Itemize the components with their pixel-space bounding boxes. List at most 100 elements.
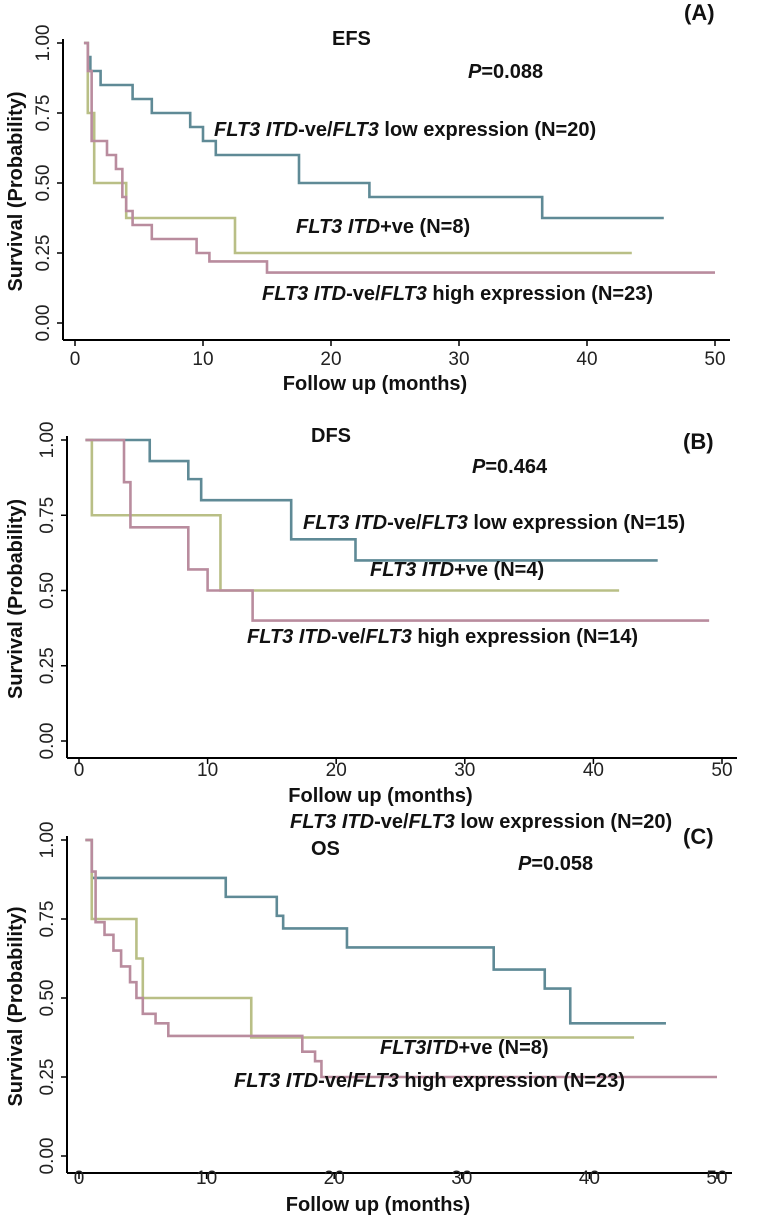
series-label-part: -ve/ [346,283,381,305]
series-label-high: FLT3 ITD-ve/FLT3 high expression (N=23) [234,1070,625,1092]
series-label-part: low expression (N=20) [379,119,596,141]
series-label-itd: FLT3 ITD+ve (N=4) [370,559,544,581]
x-tick-label: 20 [320,349,341,370]
y-axis-title: Survival (Probability) [5,906,27,1106]
series-label-part: FLT3 ITD [303,512,387,534]
x-tick-label: 30 [448,349,469,370]
y-tick-label: 0.50 [37,980,58,1017]
series-label-part: FLT3 ITD [262,283,346,305]
series-label-high: FLT3 ITD-ve/FLT3 high expression (N=23) [262,283,653,305]
series-label-part: low expression (N=15) [468,512,685,534]
series-label-part: FLT3 ITD [247,626,331,648]
curve-high [85,438,710,622]
curve-low [85,838,666,1025]
series-label-part: FLT3 [366,626,412,648]
series-label-part: FLT3 ITD [234,1070,318,1092]
panel-letter: (C) [683,824,714,849]
p-number: =0.088 [481,61,543,83]
series-label-part: high expression (N=14) [412,626,638,648]
y-tick-label: 0.25 [33,235,54,272]
series-label-part: FLT3 ITD [296,216,380,238]
p-symbol: P [468,61,482,83]
series-label-part: FLT3 [381,283,427,305]
y-tick-label: 0.50 [33,165,54,202]
series-label-high: FLT3 ITD-ve/FLT3 high expression (N=14) [247,626,638,648]
series-label-part: high expression (N=23) [399,1070,625,1092]
x-tick-label: 40 [579,1168,600,1189]
x-tick-label: 20 [326,760,347,781]
x-tick-label: 30 [451,1168,472,1189]
series-label-part: FLT3 [353,1070,399,1092]
series-label-part: +ve (N=8) [380,216,470,238]
x-axis-title: Follow up (months) [286,1194,470,1216]
y-tick-label: 0.00 [37,723,58,760]
p-symbol: P [518,853,532,875]
series-label-part: -ve/ [374,811,409,833]
y-axis-title: Survival (Probability) [5,499,27,699]
x-tick-label: 0 [70,349,81,370]
series-label-part: FLT3 [422,512,468,534]
y-tick-label: 0.00 [37,1138,58,1175]
p-value: P=0.464 [472,456,548,478]
curve-itd [85,838,635,1039]
p-number: =0.464 [485,456,548,478]
series-label-part: FLT3 [333,119,379,141]
panel-dfs: 0 10 20 30 40 50 0.00 0.25 0.50 0.75 1.00 Follow up… [5,422,737,807]
p-value: P=0.058 [518,853,593,875]
x-tick-label: 10 [192,349,213,370]
series-label-low: FLT3 ITD-ve/FLT3 low expression (N=20) [290,811,672,833]
y-tick-label: 0.75 [37,497,58,534]
series-label-part: FLT3ITD [380,1037,459,1059]
x-tick-label: 40 [576,349,597,370]
series-label-itd: FLT3 ITD+ve (N=8) [296,216,470,238]
series-label-part: -ve/ [331,626,366,648]
curve-low [85,438,658,562]
curve-low [83,41,664,220]
x-tick-label: 50 [704,349,725,370]
series-label-part: low expression (N=20) [455,811,672,833]
x-axis-title: Follow up (months) [283,373,467,395]
curve-itd [83,41,632,255]
y-tick-label: 0.75 [37,901,58,938]
panel-title: DFS [311,425,351,447]
series-label-itd: FLT3ITD+ve (N=8) [380,1037,549,1059]
series-label-part: -ve/ [387,512,422,534]
series-label-part: FLT3 ITD [214,119,298,141]
series-label-part: FLT3 ITD [370,559,454,581]
series-label-part: FLT3 [409,811,455,833]
series-label-part: FLT3 ITD [290,811,374,833]
x-tick-label: 40 [583,760,604,781]
series-label-part: +ve (N=4) [454,559,544,581]
p-symbol: P [472,456,486,478]
panel-efs: 0 10 20 30 40 50 0.00 0.25 0.50 0.75 1.00 Follow up… [5,0,730,395]
y-axis-title: Survival (Probability) [5,91,27,291]
x-tick-label: 50 [711,760,732,781]
x-tick-label: 30 [454,760,475,781]
series-label-part: -ve/ [298,119,333,141]
y-tick-label: 0.25 [37,1059,58,1096]
panel-os: 0 10 20 30 40 50 0.00 0.25 0.50 0.75 1.00 Follow up… [5,811,732,1216]
series-label-part: high expression (N=23) [427,283,653,305]
p-number: =0.058 [531,853,593,875]
x-axis-title: Follow up (months) [288,785,472,807]
x-tick-label: 50 [706,1168,727,1189]
x-tick-label: 0 [74,760,85,781]
x-tick-label: 0 [74,1168,85,1189]
x-tick-label: 10 [197,760,218,781]
y-tick-label: 0.00 [33,305,54,342]
panel-letter: (B) [683,429,714,454]
y-tick-label: 1.00 [37,422,58,459]
curve-high [85,838,717,1079]
panel-title: EFS [332,28,371,50]
series-label-part: -ve/ [318,1070,353,1092]
panel-title: OS [311,838,340,860]
y-tick-label: 1.00 [33,25,54,62]
x-tick-label: 20 [324,1168,345,1189]
p-value: P=0.088 [468,61,543,83]
y-tick-label: 0.50 [37,572,58,609]
y-tick-label: 1.00 [37,822,58,859]
series-label-low: FLT3 ITD-ve/FLT3 low expression (N=20) [214,119,596,141]
y-tick-label: 0.75 [33,95,54,132]
y-tick-label: 0.25 [37,647,58,684]
